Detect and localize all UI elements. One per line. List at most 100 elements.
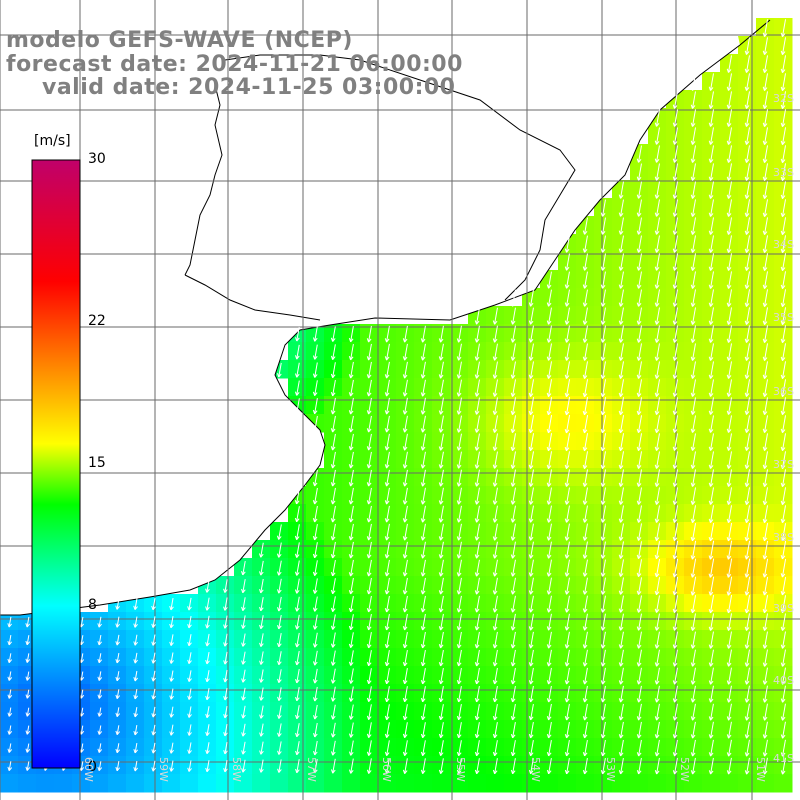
wind-speed-cell bbox=[288, 630, 307, 649]
wind-speed-cell bbox=[414, 378, 433, 397]
wind-arrow bbox=[726, 217, 733, 235]
wind-speed-cell bbox=[486, 648, 505, 667]
wind-speed-cell bbox=[774, 504, 793, 523]
wind-speed-cell bbox=[774, 702, 793, 721]
wind-arrow bbox=[726, 199, 733, 217]
wind-speed-cell bbox=[576, 504, 595, 523]
wind-arrow bbox=[744, 145, 751, 163]
wind-arrow bbox=[708, 217, 715, 235]
wind-speed-cell bbox=[486, 594, 505, 613]
wind-speed-cell bbox=[450, 630, 469, 649]
wind-speed-cell bbox=[756, 324, 775, 343]
wind-speed-cell bbox=[252, 576, 271, 595]
wind-speed-cell bbox=[756, 648, 775, 667]
wind-arrow bbox=[618, 217, 624, 235]
wind-speed-cell bbox=[774, 540, 793, 559]
wind-speed-cell bbox=[558, 594, 577, 613]
wind-arrow bbox=[708, 253, 715, 271]
wind-arrow bbox=[600, 217, 606, 235]
wind-speed-cell bbox=[720, 360, 739, 379]
wind-arrow bbox=[618, 343, 624, 361]
wind-speed-cell bbox=[594, 558, 613, 577]
wind-speed-cell bbox=[144, 612, 163, 631]
wind-arrow bbox=[708, 289, 715, 307]
wind-arrow bbox=[744, 91, 751, 109]
wind-speed-cell bbox=[612, 306, 631, 325]
wind-arrow bbox=[636, 163, 642, 181]
wind-arrow bbox=[618, 253, 624, 271]
wind-speed-cell bbox=[216, 612, 235, 631]
wind-speed-cell bbox=[666, 702, 685, 721]
wind-speed-cell bbox=[720, 144, 739, 163]
wind-speed-cell bbox=[342, 414, 361, 433]
wind-speed-cell bbox=[630, 396, 649, 415]
wind-speed-cell bbox=[774, 360, 793, 379]
latitude-label: 35S bbox=[773, 311, 794, 324]
wind-arrow bbox=[708, 163, 715, 181]
wind-speed-cell bbox=[432, 342, 451, 361]
wind-speed-cell bbox=[504, 414, 523, 433]
wind-speed-cell bbox=[612, 612, 631, 631]
wind-speed-cell bbox=[468, 684, 487, 703]
wind-speed-cell bbox=[90, 612, 109, 631]
wind-speed-cell bbox=[756, 612, 775, 631]
wind-arrow bbox=[636, 343, 642, 361]
wind-speed-cell bbox=[306, 738, 325, 757]
wind-speed-cell bbox=[684, 144, 703, 163]
wind-speed-cell bbox=[414, 486, 433, 505]
wind-speed-cell bbox=[0, 738, 19, 757]
wind-speed-cell bbox=[612, 432, 631, 451]
wind-speed-cell bbox=[756, 18, 775, 37]
wind-speed-cell bbox=[594, 720, 613, 739]
wind-speed-cell bbox=[378, 738, 397, 757]
wind-speed-cell bbox=[288, 756, 307, 775]
wind-speed-cell bbox=[720, 486, 739, 505]
wind-speed-cell bbox=[288, 342, 307, 361]
wind-speed-cell bbox=[504, 558, 523, 577]
wind-speed-cell bbox=[684, 396, 703, 415]
wind-speed-cell bbox=[162, 720, 181, 739]
wind-arrow bbox=[654, 271, 660, 289]
wind-speed-cell bbox=[684, 648, 703, 667]
wind-speed-cell bbox=[360, 666, 379, 685]
wind-speed-cell bbox=[450, 540, 469, 559]
wind-speed-cell bbox=[0, 630, 19, 649]
wind-speed-cell bbox=[414, 342, 433, 361]
wind-speed-cell bbox=[576, 252, 595, 271]
wind-speed-cell bbox=[414, 576, 433, 595]
wind-speed-cell bbox=[702, 540, 721, 559]
wind-arrow bbox=[654, 289, 660, 307]
wind-speed-cell bbox=[756, 270, 775, 289]
wind-speed-cell bbox=[756, 54, 775, 73]
wind-speed-cell bbox=[288, 558, 307, 577]
wind-speed-cell bbox=[486, 540, 505, 559]
wind-speed-cell bbox=[414, 522, 433, 541]
wind-speed-cell bbox=[774, 684, 793, 703]
wind-speed-cell bbox=[432, 756, 451, 775]
wind-speed-cell bbox=[342, 720, 361, 739]
wind-speed-cell bbox=[324, 342, 343, 361]
wind-speed-cell bbox=[162, 666, 181, 685]
wind-arrow bbox=[546, 289, 552, 307]
wind-speed-cell bbox=[270, 522, 289, 541]
wind-speed-cell bbox=[576, 648, 595, 667]
wind-speed-cell bbox=[126, 666, 145, 685]
wind-speed-cell bbox=[432, 450, 451, 469]
wind-speed-cell bbox=[198, 612, 217, 631]
wind-arrow bbox=[690, 325, 696, 343]
wind-speed-cell bbox=[558, 666, 577, 685]
wind-speed-cell bbox=[306, 342, 325, 361]
wind-speed-cell bbox=[702, 288, 721, 307]
wind-arrow bbox=[726, 325, 733, 343]
wind-speed-cell bbox=[396, 342, 415, 361]
wind-speed-cell bbox=[0, 720, 19, 739]
wind-arrow bbox=[654, 145, 660, 163]
wind-speed-cell bbox=[414, 396, 433, 415]
wind-speed-cell bbox=[324, 378, 343, 397]
wind-speed-cell bbox=[432, 648, 451, 667]
wind-arrow bbox=[690, 289, 696, 307]
wind-speed-cell bbox=[324, 774, 343, 793]
wind-speed-cell bbox=[576, 756, 595, 775]
wind-arrow bbox=[564, 253, 570, 271]
wind-speed-cell bbox=[702, 630, 721, 649]
